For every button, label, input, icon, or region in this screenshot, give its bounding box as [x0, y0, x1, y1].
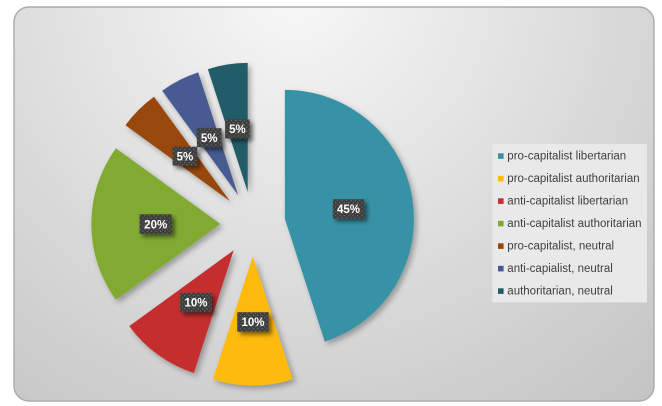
svg-text:5%: 5% [177, 151, 194, 163]
svg-text:authoritarian, neutral: authoritarian, neutral [507, 286, 612, 298]
svg-text:20%: 20% [144, 219, 167, 231]
svg-text:pro-capitalist libertarian: pro-capitalist libertarian [507, 151, 626, 163]
svg-text:5%: 5% [229, 124, 246, 136]
svg-text:5%: 5% [201, 133, 218, 145]
svg-text:pro-capitalist, neutral: pro-capitalist, neutral [507, 241, 614, 253]
svg-text:anti-capialist, neutral: anti-capialist, neutral [507, 263, 612, 275]
svg-text:10%: 10% [241, 317, 264, 329]
svg-text:45%: 45% [337, 204, 360, 216]
svg-text:anti-capitalist libertarian: anti-capitalist libertarian [507, 196, 628, 208]
svg-text:10%: 10% [184, 298, 207, 310]
svg-text:pro-capitalist authoritarian: pro-capitalist authoritarian [507, 173, 639, 185]
svg-text:anti-capitalist authoritarian: anti-capitalist authoritarian [507, 218, 641, 230]
